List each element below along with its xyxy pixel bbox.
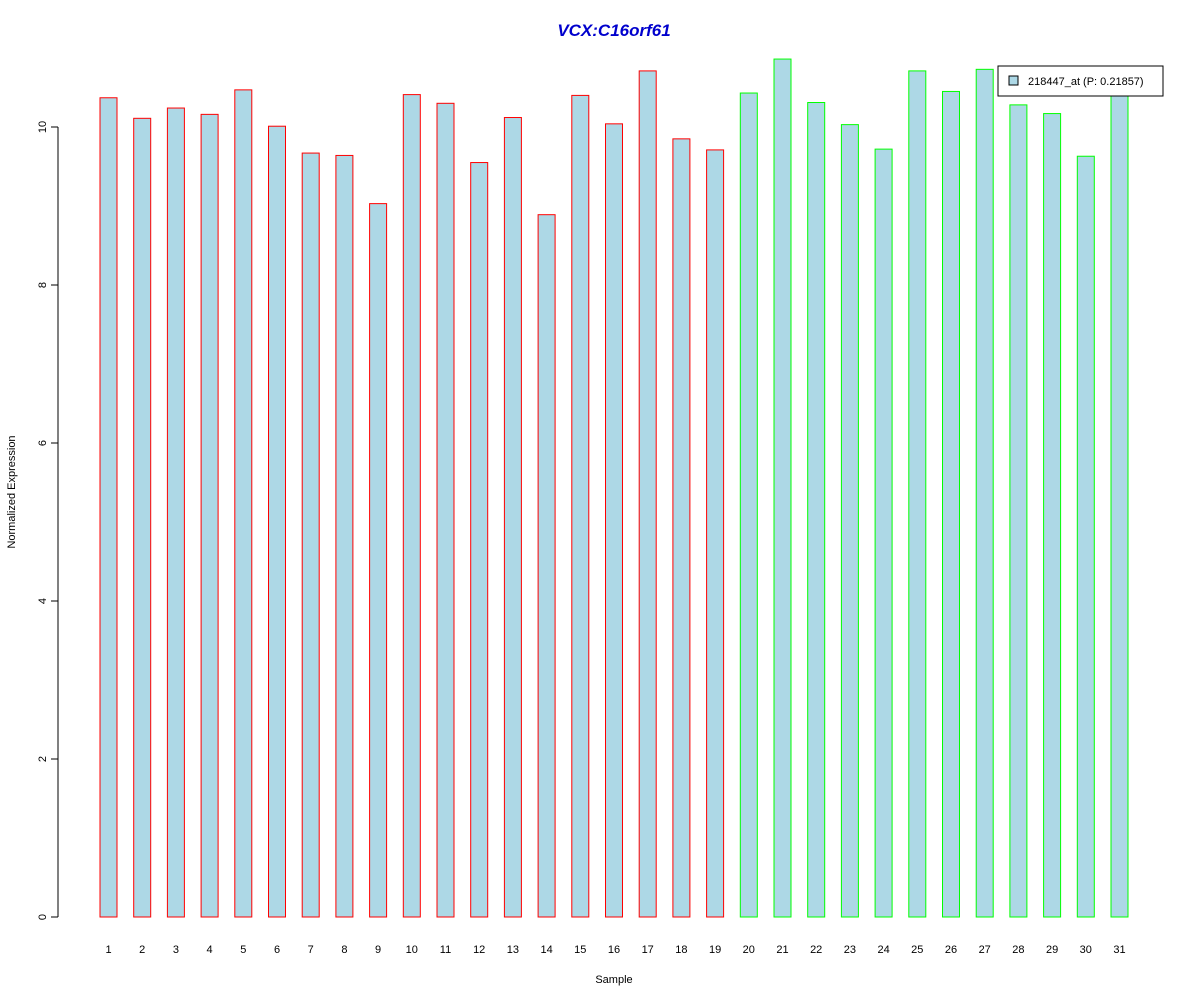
bar-sample-14 [537, 214, 556, 918]
bar-sample-18 [672, 138, 691, 918]
bar-sample-16 [605, 123, 623, 918]
y-axis-label: Normalized Expression [6, 435, 18, 548]
x-tick-label: 2 [139, 944, 145, 956]
bar-sample-31 [1110, 93, 1129, 918]
bar-sample-25 [908, 70, 927, 918]
chart-title: VCX:C16orf61 [557, 21, 670, 40]
x-tick-label: 20 [743, 944, 755, 956]
bar-sample-20 [739, 92, 758, 918]
bar-sample-17 [638, 70, 657, 918]
x-tick-label: 13 [507, 944, 519, 956]
bar-sample-21 [773, 58, 792, 918]
y-tick-label: 8 [37, 282, 49, 288]
x-tick-label: 6 [274, 944, 280, 956]
bar-sample-12 [470, 162, 489, 918]
y-tick-label: 10 [37, 121, 49, 133]
x-tick-labels: 1 2 3 4 5 6 7 8 9 10 11 12 13 14 15 16 17 18 19 20 21 22 23 24 2… [105, 944, 1125, 956]
y-tick-label: 2 [37, 756, 49, 762]
x-tick-label: 12 [473, 944, 485, 956]
x-tick-label: 31 [1113, 944, 1125, 956]
y-tick-label: 4 [37, 598, 49, 604]
x-tick-label: 1 [105, 944, 111, 956]
bar-sample-4 [200, 113, 219, 918]
bar-sample-30 [1076, 155, 1095, 918]
bar-sample-22 [807, 102, 826, 918]
bar-sample-28 [1009, 104, 1028, 918]
x-tick-label: 4 [207, 944, 213, 956]
x-tick-label: 10 [406, 944, 418, 956]
y-tick-label: 6 [37, 440, 49, 446]
x-tick-label: 9 [375, 944, 381, 956]
bar-sample-11 [436, 102, 455, 918]
bar-sample-6 [268, 125, 286, 918]
bar-sample-1 [99, 97, 118, 918]
x-tick-label: 18 [675, 944, 687, 956]
x-axis-label: Sample [595, 974, 632, 986]
bars-group [99, 58, 1129, 918]
x-tick-label: 7 [308, 944, 314, 956]
x-tick-label: 22 [810, 944, 822, 956]
legend-swatch [1008, 75, 1019, 86]
legend-box [997, 65, 1164, 97]
y-tick-label: 0 [37, 914, 49, 920]
x-tick-label: 28 [1012, 944, 1024, 956]
x-tick-label: 21 [776, 944, 788, 956]
bar-sample-9 [369, 203, 388, 918]
bar-sample-7 [301, 152, 320, 918]
bar-sample-15 [571, 94, 590, 918]
bar-sample-10 [402, 94, 421, 918]
bar-sample-23 [840, 124, 859, 918]
x-tick-label: 27 [979, 944, 991, 956]
bar-sample-26 [942, 90, 960, 918]
x-tick-label: 23 [844, 944, 856, 956]
bar-sample-3 [166, 107, 185, 918]
x-tick-label: 14 [540, 944, 552, 956]
legend: 218447_at (P: 0.21857) [997, 65, 1164, 97]
x-tick-label: 5 [240, 944, 246, 956]
bar-sample-27 [975, 68, 994, 918]
bar-sample-8 [335, 154, 354, 918]
bar-sample-2 [133, 117, 152, 918]
y-axis-ticks: 0 2 4 6 8 10 [37, 121, 58, 920]
x-tick-label: 3 [173, 944, 179, 956]
x-tick-label: 8 [341, 944, 347, 956]
bar-sample-19 [706, 149, 725, 918]
x-tick-label: 24 [877, 944, 889, 956]
x-tick-label: 25 [911, 944, 923, 956]
x-tick-label: 19 [709, 944, 721, 956]
x-tick-label: 15 [574, 944, 586, 956]
x-tick-label: 17 [642, 944, 654, 956]
x-tick-label: 26 [945, 944, 957, 956]
x-tick-label: 30 [1080, 944, 1092, 956]
legend-entry: 218447_at (P: 0.21857) [1028, 76, 1144, 88]
bar-sample-24 [874, 148, 893, 918]
x-tick-label: 11 [440, 944, 451, 956]
x-tick-label: 29 [1046, 944, 1058, 956]
bar-sample-29 [1043, 113, 1062, 918]
x-tick-label: 16 [608, 944, 620, 956]
bar-sample-13 [503, 117, 522, 918]
bar-sample-5 [234, 89, 253, 918]
